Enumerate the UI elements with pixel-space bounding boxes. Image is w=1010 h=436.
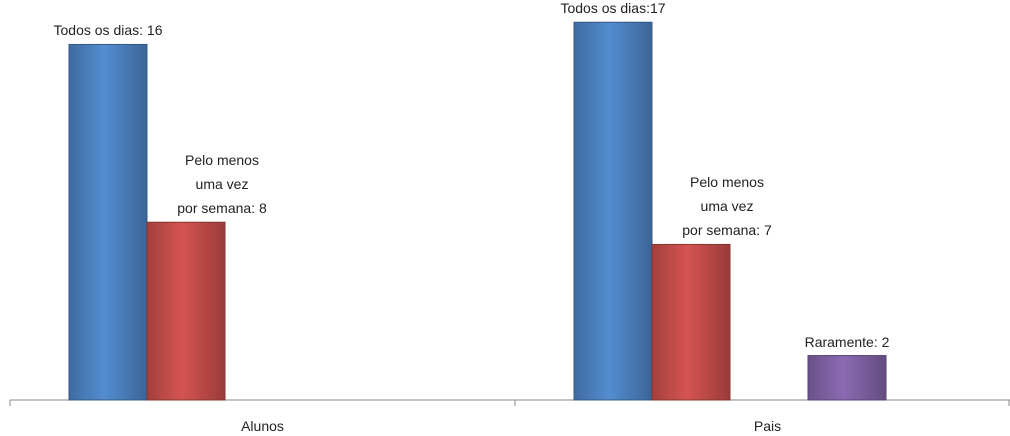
bar [146,221,226,401]
data-label: Todos os dias: 16 [53,22,163,39]
data-label: Todos os dias:17 [560,0,666,17]
data-label: Raramente: 2 [804,333,890,350]
x-tick-label: Pais [753,418,782,434]
x-tick-label: Alunos [241,418,284,434]
bar [651,243,731,401]
bar [68,43,148,401]
data-label: Pelo menos uma vez por semana: 8 [177,152,267,217]
data-label: Pelo menos uma vez por semana: 7 [682,174,772,239]
bar [807,355,887,401]
bar [573,21,653,401]
